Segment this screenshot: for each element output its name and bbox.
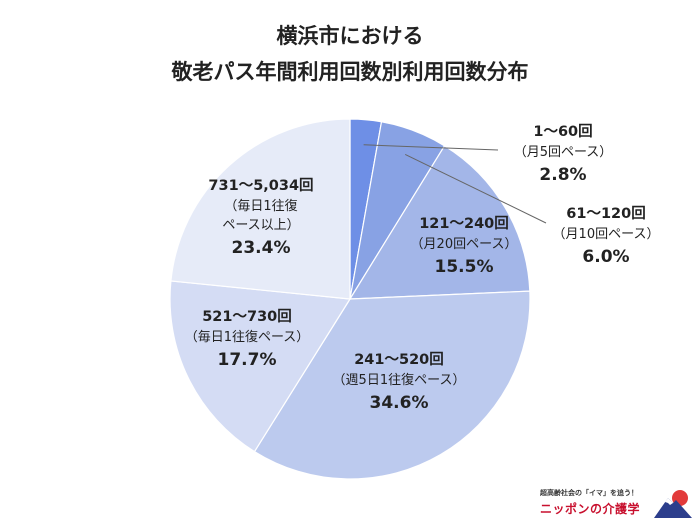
slice-percent-label-2: 6.0% — [582, 247, 629, 267]
slice-percent-label-6: 23.4% — [232, 238, 291, 258]
leader-line-2 — [404, 153, 547, 224]
pie-slice-4 — [253, 290, 531, 480]
brand-tagline: 超高齢社会の「イマ」を追う！ — [540, 489, 638, 497]
slice-percent-label-1: 2.8% — [539, 165, 586, 185]
pie-slice-6 — [170, 118, 351, 300]
brand-logo-block: 超高齢社会の「イマ」を追う！ ニッポンの介護学 — [528, 486, 693, 520]
slice-note-label-1: （月5回ペース） — [514, 145, 613, 160]
slice-note2-label-6: ペース以上） — [222, 218, 299, 233]
slice-note-label-2: （月10回ペース） — [553, 227, 660, 242]
leader-line-1 — [363, 144, 499, 151]
slice-note-label-4: （週5日1往復ペース） — [333, 372, 466, 388]
slice-range-label-6: 731〜5,034回 — [208, 177, 313, 194]
slice-range-label-4: 241〜520回 — [354, 351, 444, 368]
slice-percent-label-4: 34.6% — [370, 393, 429, 413]
slice-percent-label-3: 15.5% — [435, 257, 494, 277]
slice-range-label-1: 1〜60回 — [533, 123, 592, 140]
slice-note-label-5: （毎日1往復ペース） — [185, 329, 310, 345]
pie-slice-5 — [169, 280, 352, 453]
mount-fuji-logo-icon — [654, 490, 692, 518]
slice-note-label-6: （毎日1往復 — [224, 198, 297, 214]
slice-note-label-3: （月20回ペース） — [411, 237, 518, 252]
brand-name: ニッポンの介護学 — [540, 502, 641, 516]
slice-percent-label-5: 17.7% — [218, 350, 277, 370]
slice-range-label-3: 121〜240回 — [419, 215, 509, 232]
chart-title-line1: 横浜市における — [276, 24, 424, 48]
pie-slice-3 — [348, 144, 531, 300]
slice-range-label-5: 521〜730回 — [202, 308, 292, 325]
slice-range-label-2: 61〜120回 — [566, 205, 645, 222]
chart-title-line2: 敬老パス年間利用回数別利用回数分布 — [171, 60, 529, 84]
